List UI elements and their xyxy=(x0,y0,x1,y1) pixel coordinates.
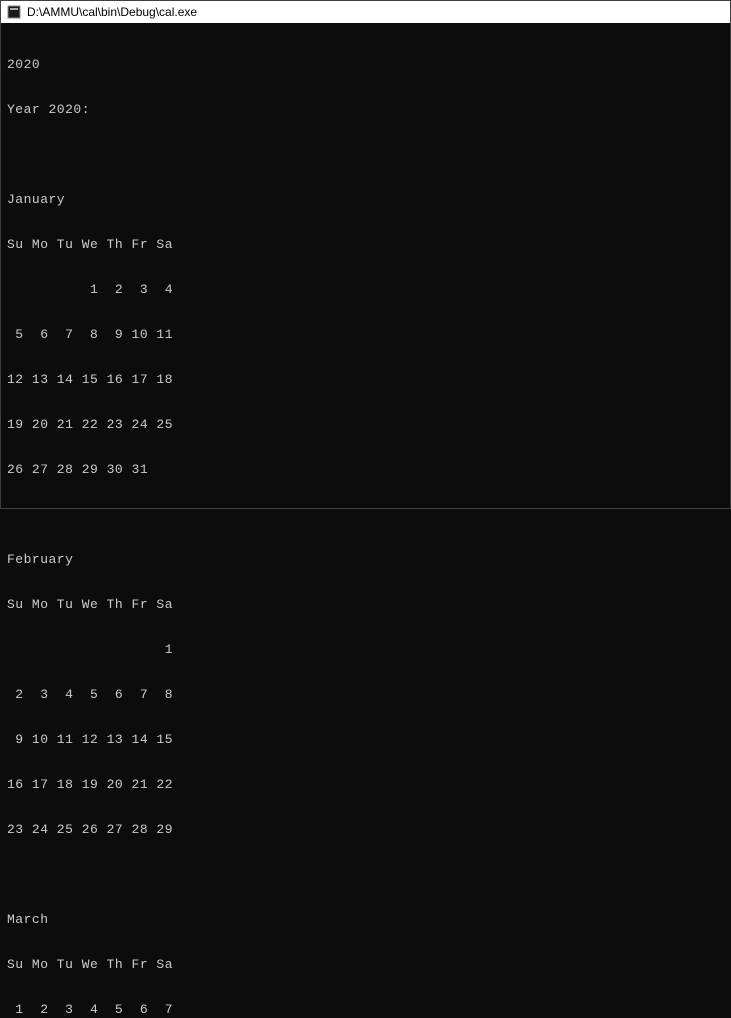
console-line: 1 2 3 4 xyxy=(7,282,724,297)
console-line: 1 2 3 4 5 6 7 xyxy=(7,1002,724,1017)
console-line: 2020 xyxy=(7,57,724,72)
console-line: February xyxy=(7,552,724,567)
console-line xyxy=(7,867,724,882)
console-line: Su Mo Tu We Th Fr Sa xyxy=(7,957,724,972)
console-line xyxy=(7,147,724,162)
console-line: 23 24 25 26 27 28 29 xyxy=(7,822,724,837)
console-output[interactable]: 2020 Year 2020: January Su Mo Tu We Th F… xyxy=(1,23,730,1018)
console-line xyxy=(7,507,724,522)
console-window: D:\AMMU\cal\bin\Debug\cal.exe 2020 Year … xyxy=(0,0,731,509)
window-title: D:\AMMU\cal\bin\Debug\cal.exe xyxy=(27,5,197,19)
console-line: 9 10 11 12 13 14 15 xyxy=(7,732,724,747)
console-line: Year 2020: xyxy=(7,102,724,117)
console-line: 19 20 21 22 23 24 25 xyxy=(7,417,724,432)
console-line: Su Mo Tu We Th Fr Sa xyxy=(7,597,724,612)
console-line: 2 3 4 5 6 7 8 xyxy=(7,687,724,702)
console-line: January xyxy=(7,192,724,207)
app-icon xyxy=(7,5,21,19)
console-line: 5 6 7 8 9 10 11 xyxy=(7,327,724,342)
console-line: 16 17 18 19 20 21 22 xyxy=(7,777,724,792)
console-line: 12 13 14 15 16 17 18 xyxy=(7,372,724,387)
console-line: Su Mo Tu We Th Fr Sa xyxy=(7,237,724,252)
console-line: 26 27 28 29 30 31 xyxy=(7,462,724,477)
console-line: 1 xyxy=(7,642,724,657)
console-line: March xyxy=(7,912,724,927)
titlebar[interactable]: D:\AMMU\cal\bin\Debug\cal.exe xyxy=(1,1,730,23)
